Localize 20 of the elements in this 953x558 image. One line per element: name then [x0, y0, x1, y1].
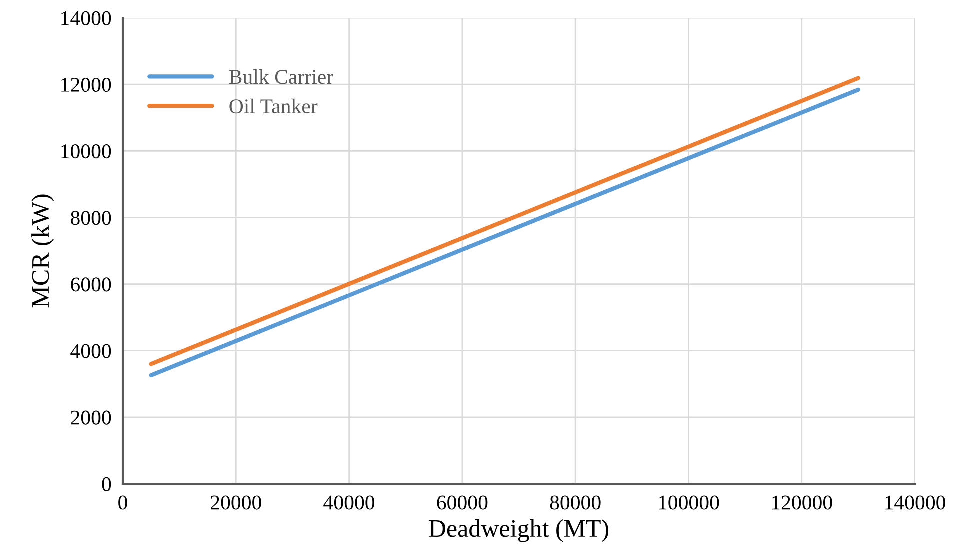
x-tick-label: 80000 — [550, 496, 601, 510]
x-axis-title: Deadweight (MT) — [429, 520, 608, 542]
y-axis-title: MCR (kW) — [32, 194, 54, 308]
y-tick-label: 8000 — [71, 211, 112, 226]
legend-label: Oil Tanker — [230, 98, 318, 114]
y-tick-label: 6000 — [71, 278, 112, 292]
x-tick-label: 20000 — [211, 496, 262, 510]
y-tick-label: 10000 — [62, 144, 112, 159]
y-tick-label: 2000 — [71, 410, 112, 425]
y-tick-label: 4000 — [70, 344, 112, 358]
x-tick-label: 0 — [118, 496, 128, 510]
legend-label: Bulk Carrier — [229, 69, 334, 84]
x-tick-label: 100000 — [659, 496, 720, 510]
y-tick-label: 0 — [102, 477, 112, 492]
x-tick-label: 120000 — [772, 496, 832, 510]
x-tick-label: 40000 — [324, 496, 375, 510]
x-tick-label: 60000 — [437, 496, 488, 510]
y-tick-label: 14000 — [62, 11, 112, 26]
y-tick-label: 12000 — [62, 78, 112, 92]
x-tick-label: 140000 — [886, 496, 946, 510]
